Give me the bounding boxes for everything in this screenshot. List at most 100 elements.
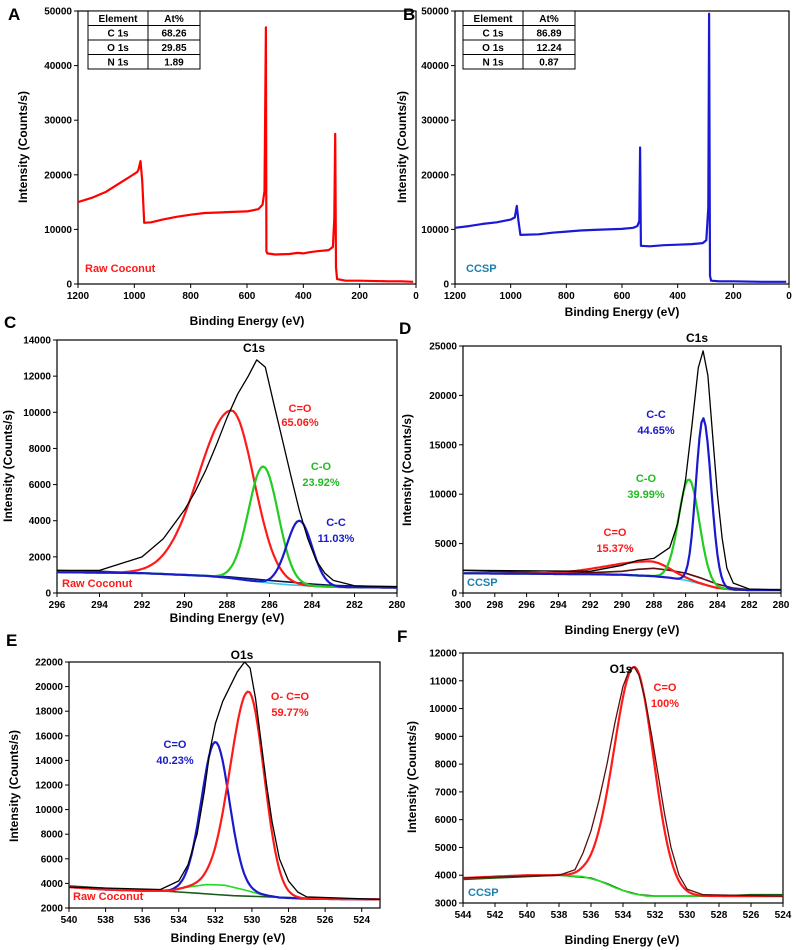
- x-tick-label: 536: [134, 915, 151, 926]
- fitted-peak-line: [57, 519, 397, 589]
- y-tick-label: 12000: [35, 781, 63, 792]
- peak-label: C-O: [636, 473, 657, 485]
- x-axis-label: Binding Energy (eV): [171, 931, 286, 945]
- y-tick-label: 4000: [29, 516, 52, 527]
- fit-envelope-line: [463, 350, 781, 591]
- x-tick-label: 292: [134, 600, 151, 611]
- x-tick-label: 538: [551, 910, 568, 921]
- panel-letter-F: F: [397, 627, 407, 646]
- x-tick-label: 294: [550, 600, 567, 611]
- x-tick-label: 1000: [123, 291, 146, 302]
- y-axis-ticks: 0 10000 20000 30000 40000 50000: [421, 7, 455, 291]
- panel-D: D 300 298 296 294 292 290 288 286 284 282 280 0 500…: [399, 319, 790, 637]
- x-tick-label: 800: [558, 291, 575, 302]
- y-tick-label: 50000: [421, 7, 449, 18]
- x-tick-label: 540: [519, 910, 536, 921]
- series-layer: [57, 359, 397, 589]
- y-tick-label: 10000: [421, 225, 449, 236]
- x-tick-label: 530: [679, 910, 696, 921]
- series-layer: [463, 350, 781, 592]
- x-tick-label: 0: [786, 291, 792, 302]
- y-tick-label: 50000: [44, 7, 72, 18]
- series-layer: [78, 26, 414, 283]
- x-tick-label: 532: [647, 910, 664, 921]
- y-tick-label: 30000: [44, 116, 72, 127]
- peak-label: C=O: [164, 739, 187, 751]
- peak-percent: 15.37%: [596, 543, 634, 555]
- panel-letter-E: E: [6, 631, 17, 650]
- y-axis-label: Intensity (Counts/s): [400, 414, 414, 526]
- x-axis-ticks: 540 538 536 534 532 530 528 526 524: [61, 908, 370, 926]
- x-tick-label: 284: [709, 600, 726, 611]
- y-tick-label: 7000: [435, 787, 458, 798]
- x-axis-label: Binding Energy (eV): [170, 611, 285, 625]
- x-tick-label: 288: [219, 600, 236, 611]
- peak-percent: 39.99%: [627, 489, 665, 501]
- series-layer: [455, 12, 787, 283]
- survey-spectrum-line: [455, 12, 787, 283]
- x-tick-label: 532: [207, 915, 224, 926]
- x-tick-label: 536: [583, 910, 600, 921]
- y-tick-label: 3000: [435, 899, 458, 910]
- y-tick-label: 10000: [429, 490, 457, 501]
- y-tick-label: 2000: [29, 552, 52, 563]
- peak-percent: 65.06%: [281, 417, 319, 429]
- panel-C: C 296 294 292 290 288 286 284 282 280 0 2000 4000 6…: [1, 313, 406, 625]
- peak-percent: 59.77%: [271, 707, 309, 719]
- x-tick-label: 294: [91, 600, 108, 611]
- x-tick-label: 600: [614, 291, 631, 302]
- x-tick-label: 286: [261, 600, 278, 611]
- y-tick-label: 20000: [35, 682, 63, 693]
- x-tick-label: 528: [711, 910, 728, 921]
- table-header-element: Element: [474, 14, 514, 25]
- x-tick-label: 526: [743, 910, 760, 921]
- plot-frame: [462, 652, 784, 904]
- x-tick-label: 528: [280, 915, 297, 926]
- y-tick-label: 5000: [435, 539, 458, 550]
- x-axis-label: Binding Energy (eV): [565, 305, 680, 319]
- peak-percent: 11.03%: [318, 533, 355, 545]
- spectrum-title: O1s: [610, 662, 633, 676]
- x-tick-label: 292: [582, 600, 599, 611]
- x-tick-label: 280: [389, 600, 406, 611]
- x-tick-label: 530: [244, 915, 261, 926]
- x-axis-ticks: 1200 1000 800 600 400 200 0: [444, 284, 792, 302]
- x-tick-label: 600: [239, 291, 256, 302]
- peak-percent: 44.65%: [637, 425, 675, 437]
- x-tick-label: 524: [775, 910, 792, 921]
- spectrum-title: C1s: [686, 331, 708, 345]
- y-tick-label: 12000: [23, 372, 51, 383]
- y-tick-label: 6000: [29, 480, 52, 491]
- y-tick-label: 10000: [429, 704, 457, 715]
- y-tick-label: 25000: [429, 342, 457, 353]
- x-tick-label: 0: [413, 291, 419, 302]
- x-tick-label: 542: [487, 910, 504, 921]
- y-tick-label: 40000: [44, 61, 72, 72]
- raw-spectrum-line: [463, 567, 781, 591]
- x-axis-ticks: 300 298 296 294 292 290 288 286 284 282 280: [455, 593, 790, 611]
- table-cell: C 1s: [482, 29, 504, 40]
- peak-label: C=O: [654, 682, 677, 694]
- x-tick-label: 288: [645, 600, 662, 611]
- y-axis-label: Intensity (Counts/s): [405, 721, 419, 833]
- y-tick-label: 14000: [35, 756, 63, 767]
- plot-area: [69, 662, 380, 901]
- y-axis-ticks: 0 2000 4000 6000 8000 10000 12000 14000: [23, 336, 57, 600]
- table-cell: N 1s: [107, 58, 129, 69]
- y-tick-label: 8000: [435, 760, 458, 771]
- y-tick-label: 20000: [44, 170, 72, 181]
- peak-label: C=O: [604, 527, 627, 539]
- x-tick-label: 200: [725, 291, 742, 302]
- x-tick-label: 296: [518, 600, 535, 611]
- spectrum-title: O1s: [231, 648, 254, 662]
- composition-table: Element At% C 1s 68.26 O 1s 29.85 N 1s 1…: [87, 10, 201, 70]
- fit-envelope-line: [57, 359, 397, 588]
- x-tick-label: 280: [773, 600, 790, 611]
- sample-label: Raw Coconut: [73, 891, 144, 903]
- fit-envelope-line: [69, 662, 380, 901]
- y-axis-label: Intensity (Counts/s): [395, 91, 409, 203]
- y-axis-ticks: 3000 4000 5000 6000 7000 8000 9000 10000 11000 12…: [429, 649, 463, 910]
- sample-label: CCSP: [466, 263, 497, 275]
- y-tick-label: 5000: [435, 843, 458, 854]
